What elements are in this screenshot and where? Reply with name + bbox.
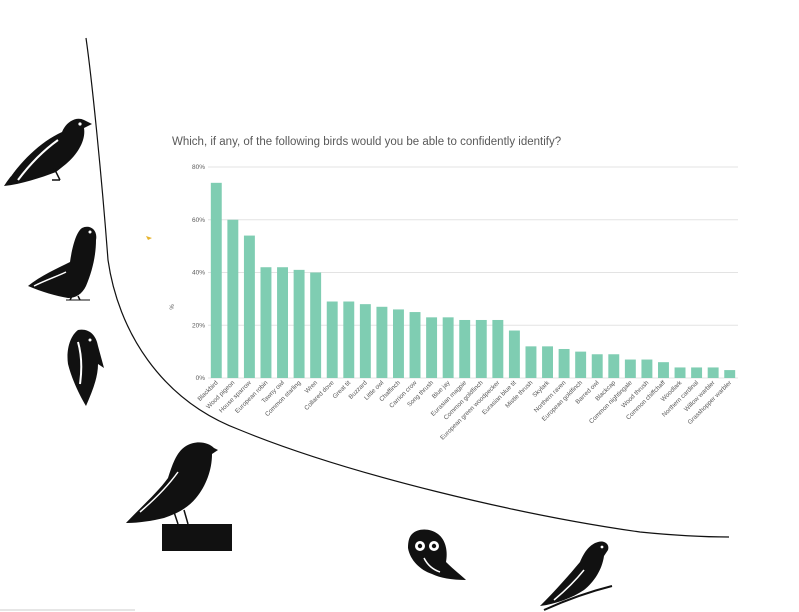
y-tick-label: 40% xyxy=(192,270,205,277)
bar-little-owl xyxy=(376,306,388,378)
stray-mark xyxy=(146,236,152,240)
bar-european-robin xyxy=(260,267,272,378)
bar-barred-owl xyxy=(591,354,603,378)
bar-grasshopper-warbler xyxy=(724,370,736,378)
bar-great-tit xyxy=(343,301,355,378)
bar-northern-cardinal xyxy=(691,367,703,378)
bar-common-goldfinch xyxy=(475,319,487,378)
bar-skylark xyxy=(542,346,553,378)
bar-wren xyxy=(310,272,322,378)
bar-common-chiffchaff xyxy=(658,362,669,378)
bar-house-sparrow xyxy=(243,235,255,378)
swallow-icon xyxy=(540,541,613,611)
y-tick-label: 60% xyxy=(192,217,205,224)
chart-title: Which, if any, of the following birds wo… xyxy=(172,136,562,148)
bar-buzzard xyxy=(359,304,371,378)
bar-wood-thrush xyxy=(641,359,653,378)
pigeon-icon xyxy=(28,226,97,301)
bar-common-nightingale xyxy=(624,359,636,378)
bar-blackbird xyxy=(210,182,222,378)
bar-eurasian-magpie xyxy=(459,319,471,378)
bar-wood-pigeon xyxy=(227,219,239,378)
owl-icon xyxy=(408,529,466,580)
y-tick-labels: 0% 20% 40% 60% 80% xyxy=(192,164,205,382)
blackbird-icon xyxy=(4,118,92,186)
bar-willow-warbler xyxy=(707,367,719,378)
bar-collared-dove xyxy=(326,301,338,378)
bar-chaffinch xyxy=(393,309,404,378)
bar-european-goldfinch xyxy=(575,351,587,378)
bar-song-thrush xyxy=(426,317,438,378)
y-tick-label: 20% xyxy=(192,322,205,329)
bar-blue-jay xyxy=(442,317,454,378)
bar-european-green-woodpecker xyxy=(492,319,504,378)
bar-eurasian-blue-tit xyxy=(508,330,520,378)
bar-carrion-crow xyxy=(409,312,421,378)
y-tick-label: 80% xyxy=(192,164,205,171)
bar-tawny-owl xyxy=(277,267,288,378)
perched-bird-icon xyxy=(126,442,232,551)
y-tick-label: 0% xyxy=(196,375,206,382)
bar-mistle-thrush xyxy=(525,346,537,378)
bar-northern-raven xyxy=(558,348,570,378)
bar-woodlark xyxy=(674,367,686,378)
frame-curve xyxy=(85,37,730,538)
bar-common-starling xyxy=(293,269,305,378)
y-axis-label: % xyxy=(170,304,176,310)
bar-blackcap xyxy=(608,354,620,378)
bars xyxy=(210,182,736,378)
woodpecker-icon xyxy=(67,329,104,406)
